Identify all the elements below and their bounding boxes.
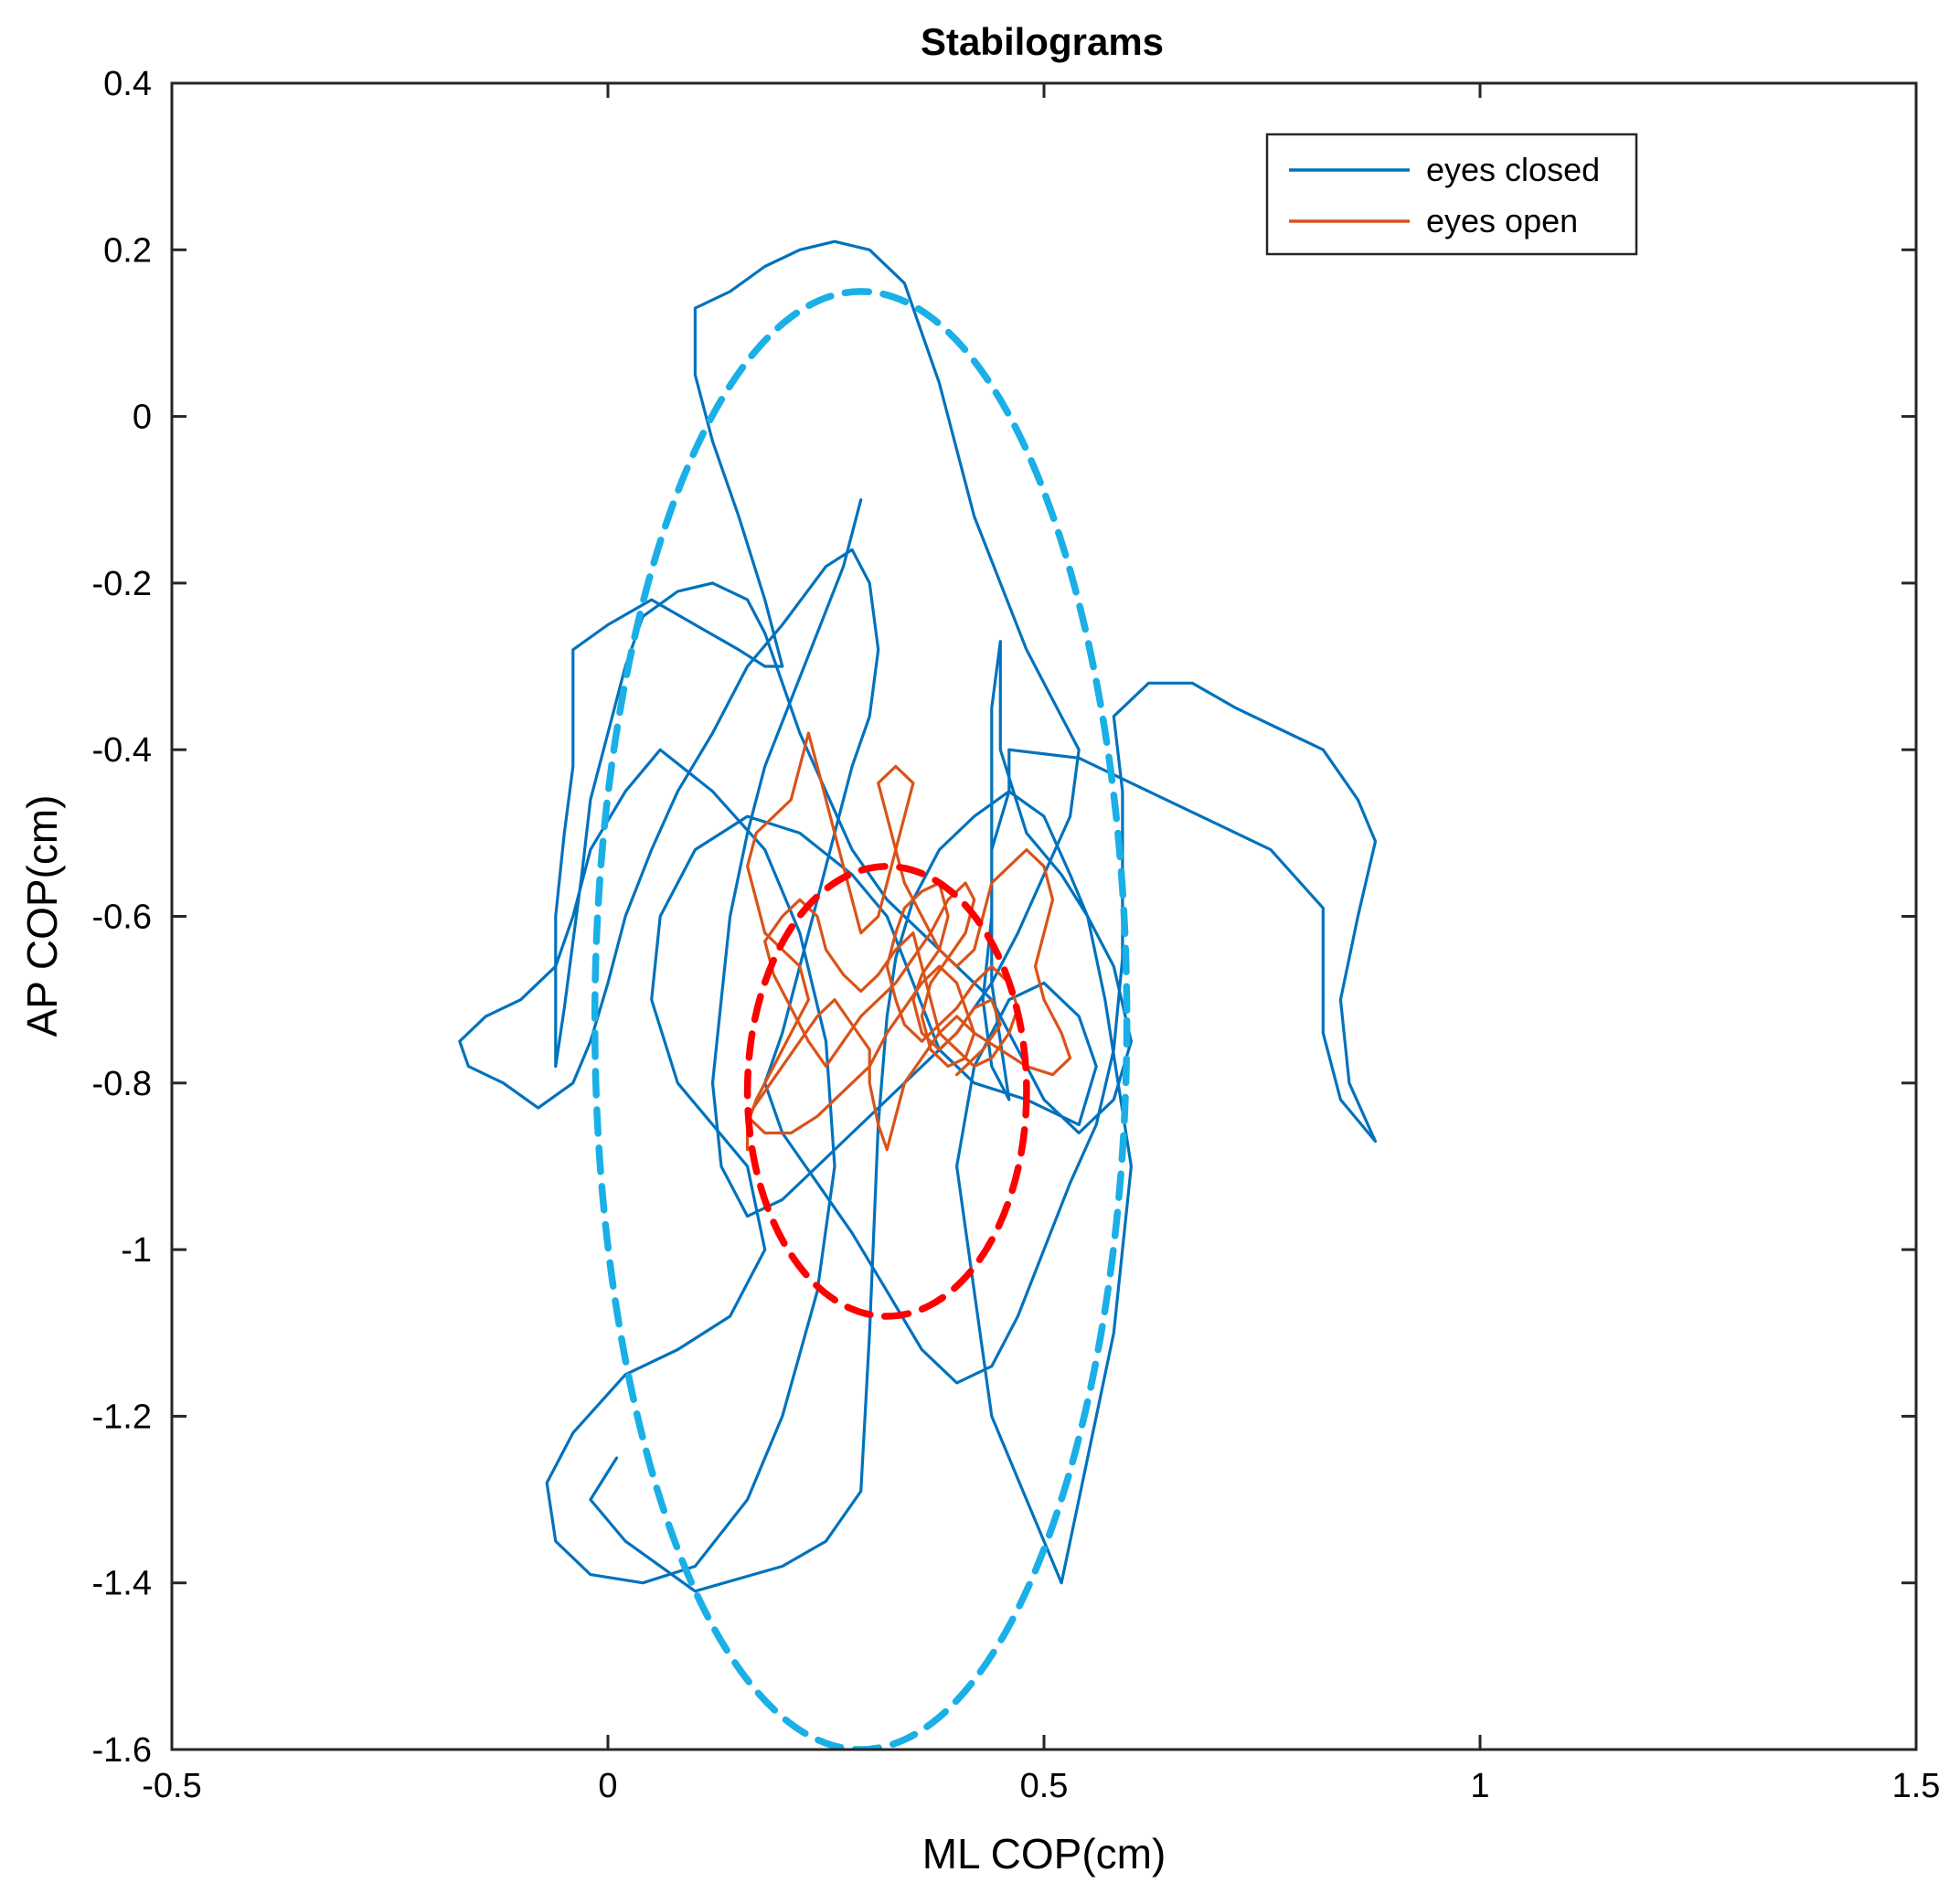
y-tick-label: -0.4 (92, 731, 152, 770)
x-tick-label: 1.5 (1892, 1767, 1941, 1805)
legend-label-eyes-open: eyes open (1426, 202, 1578, 239)
y-tick-label: 0.2 (103, 231, 152, 270)
confidence-ellipse-3 (743, 863, 1030, 1320)
chart-title: Stabilograms (921, 20, 1164, 63)
y-tick-label: -1.6 (92, 1731, 152, 1770)
legend: eyes closed eyes open (1265, 133, 1638, 256)
x-tick-labels: -0.5 0 0.5 1 1.5 (142, 1767, 1940, 1805)
legend-label-eyes-closed: eyes closed (1426, 151, 1600, 188)
legend-box (1265, 133, 1638, 256)
y-tick-label: -1.2 (92, 1398, 152, 1436)
axis-ticks (170, 81, 1918, 1751)
y-tick-label: 0.4 (103, 65, 152, 103)
x-tick-label: 0 (598, 1767, 617, 1805)
confidence-ellipse-2 (591, 288, 1131, 1750)
y-tick-label: -0.2 (92, 565, 152, 603)
series-line-eyes-open (746, 731, 1072, 1152)
y-tick-label: -0.6 (92, 899, 152, 937)
y-tick-label: -1 (121, 1231, 152, 1270)
x-tick-label: -0.5 (142, 1767, 201, 1805)
x-tick-label: 0.5 (1020, 1767, 1069, 1805)
x-axis-label: ML COP(cm) (922, 1830, 1166, 1877)
y-tick-label: -0.8 (92, 1065, 152, 1103)
plot-data-layer (458, 239, 1378, 1750)
y-tick-labels: 0.4 0.2 0 -0.2 -0.4 -0.6 -0.8 -1 -1.2 -1.4 -1.6 (92, 65, 152, 1770)
y-tick-label: 0 (133, 399, 152, 437)
x-tick-label: 1 (1470, 1767, 1489, 1805)
y-tick-label: -1.4 (92, 1565, 152, 1603)
y-axis-label: AP COP(cm) (18, 795, 66, 1037)
